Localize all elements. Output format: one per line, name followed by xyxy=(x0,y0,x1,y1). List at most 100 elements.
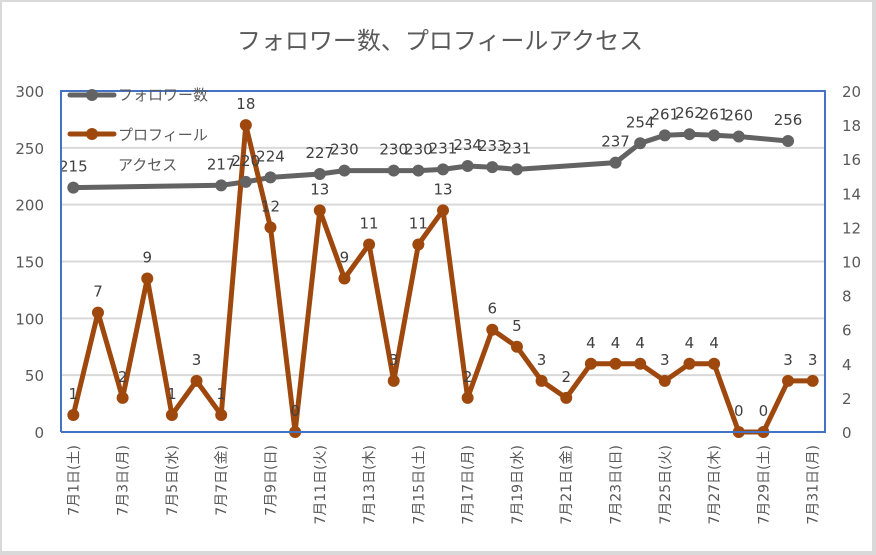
data-label-followers: 254 xyxy=(626,113,655,131)
plot-area-border xyxy=(60,90,826,433)
data-label-profile-access: 1 xyxy=(69,385,79,403)
y-left-tick-label: 150 xyxy=(15,254,44,272)
data-point-followers xyxy=(313,167,326,180)
x-tick-label: 7月13日(木) xyxy=(362,445,378,525)
data-point-profile-access xyxy=(363,238,376,251)
data-label-profile-access: 11 xyxy=(360,214,379,232)
data-label-profile-access: 12 xyxy=(261,197,280,215)
data-label-profile-access: 13 xyxy=(433,180,452,198)
x-tick-label: 7月3日(月) xyxy=(116,445,132,516)
legend-item-profile-access[interactable]: プロフィール アクセス xyxy=(67,126,208,174)
data-point-followers xyxy=(510,163,523,176)
data-point-followers xyxy=(437,163,449,176)
data-point-profile-access xyxy=(510,340,523,353)
data-label-profile-access: 7 xyxy=(93,283,103,301)
y-left-tick-label: 250 xyxy=(15,140,44,158)
y-right-tick-label: 16 xyxy=(842,151,861,169)
data-point-profile-access xyxy=(116,391,129,404)
data-label-profile-access: 2 xyxy=(118,368,128,386)
data-label-followers: 237 xyxy=(601,133,630,151)
y-right-tick-label: 12 xyxy=(842,219,861,237)
data-point-profile-access xyxy=(412,238,425,251)
data-point-profile-access xyxy=(806,374,819,387)
data-label-profile-access: 3 xyxy=(660,351,670,369)
data-label-profile-access: 6 xyxy=(488,300,498,318)
x-axis: 7月1日(土) 7月3日(月) 7月5日(水) 7月7日(金) 7月9日(日) 7月11日… xyxy=(66,445,821,525)
data-point-followers xyxy=(658,129,671,142)
y-left-tick-label: 0 xyxy=(34,424,44,442)
x-tick-label: 7月17日(月) xyxy=(461,445,477,525)
data-label-profile-access: 4 xyxy=(709,334,719,352)
data-label-profile-access: 4 xyxy=(685,334,695,352)
data-point-followers xyxy=(732,130,745,143)
data-point-profile-access xyxy=(609,357,622,370)
x-tick-label: 7月1日(土) xyxy=(66,445,82,516)
chart-title: フォロワー数、プロフィールアクセス xyxy=(237,27,643,55)
data-point-followers xyxy=(708,129,721,142)
data-point-followers xyxy=(338,164,351,177)
data-label-followers: 230 xyxy=(379,141,408,159)
y-left-tick-label: 50 xyxy=(25,367,44,385)
y-right-tick-label: 8 xyxy=(842,288,852,306)
x-tick-label: 7月7日(金) xyxy=(214,445,230,516)
data-label-profile-access: 2 xyxy=(561,368,571,386)
data-point-followers xyxy=(609,156,622,169)
data-label-profile-access: 9 xyxy=(340,249,350,267)
data-label-profile-access: 0 xyxy=(290,402,300,420)
y-axis-right: 0 2 4 6 8 10 12 14 16 18 20 xyxy=(842,83,861,442)
data-point-followers xyxy=(461,160,474,173)
data-point-profile-access xyxy=(239,119,252,132)
data-label-profile-access: 13 xyxy=(310,180,329,198)
data-label-profile-access: 5 xyxy=(512,317,522,335)
x-tick-label: 7月25日(火) xyxy=(658,445,674,525)
y-left-tick-label: 300 xyxy=(15,83,44,101)
y-right-tick-label: 10 xyxy=(842,254,861,272)
y-right-tick-label: 18 xyxy=(842,117,861,135)
data-label-profile-access: 11 xyxy=(409,214,428,232)
legend-marker-profile-access xyxy=(86,128,98,140)
data-point-followers xyxy=(782,135,795,148)
data-label-profile-access: 4 xyxy=(635,334,645,352)
data-point-profile-access xyxy=(634,357,647,370)
data-label-followers: 224 xyxy=(256,147,285,165)
y-right-tick-label: 2 xyxy=(842,390,852,408)
data-point-profile-access xyxy=(658,374,671,387)
legend-label-followers: フォロワー数 xyxy=(118,86,208,104)
x-tick-label: 7月19日(水) xyxy=(510,445,526,525)
data-label-profile-access: 3 xyxy=(192,351,202,369)
data-point-profile-access xyxy=(67,408,80,421)
x-tick-label: 7月15日(土) xyxy=(411,445,427,525)
y-right-tick-label: 20 xyxy=(842,83,861,101)
data-point-profile-access xyxy=(264,221,277,234)
y-left-tick-label: 200 xyxy=(15,197,44,215)
x-tick-label: 7月21日(金) xyxy=(559,445,575,525)
data-point-profile-access xyxy=(141,272,154,285)
y-left-tick-label: 100 xyxy=(15,310,44,328)
x-tick-label: 7月11日(火) xyxy=(313,445,329,525)
data-point-profile-access xyxy=(91,306,104,319)
data-label-profile-access: 4 xyxy=(586,334,596,352)
data-label-followers: 256 xyxy=(774,111,803,129)
x-tick-label: 7月9日(日) xyxy=(263,445,279,516)
legend-label-profile-access-line1: プロフィール xyxy=(118,126,208,144)
data-label-followers: 220 xyxy=(232,152,261,170)
x-tick-label: 7月31日(月) xyxy=(806,445,822,525)
data-point-profile-access xyxy=(461,391,474,404)
data-label-followers: 234 xyxy=(453,136,482,154)
data-label-profile-access: 3 xyxy=(389,351,399,369)
data-point-followers xyxy=(683,128,696,141)
x-tick-label: 7月5日(水) xyxy=(165,445,181,516)
data-label-followers: 260 xyxy=(724,106,753,124)
data-label-followers: 230 xyxy=(404,141,433,159)
series-points xyxy=(67,119,819,438)
data-point-profile-access xyxy=(535,374,548,387)
data-label-followers: 261 xyxy=(650,105,679,123)
data-label-followers: 230 xyxy=(330,141,359,159)
data-point-followers xyxy=(264,171,277,184)
x-tick-label: 7月27日(木) xyxy=(707,445,723,525)
data-label-followers: 233 xyxy=(478,137,507,155)
legend-item-followers[interactable]: フォロワー数 xyxy=(67,86,208,104)
